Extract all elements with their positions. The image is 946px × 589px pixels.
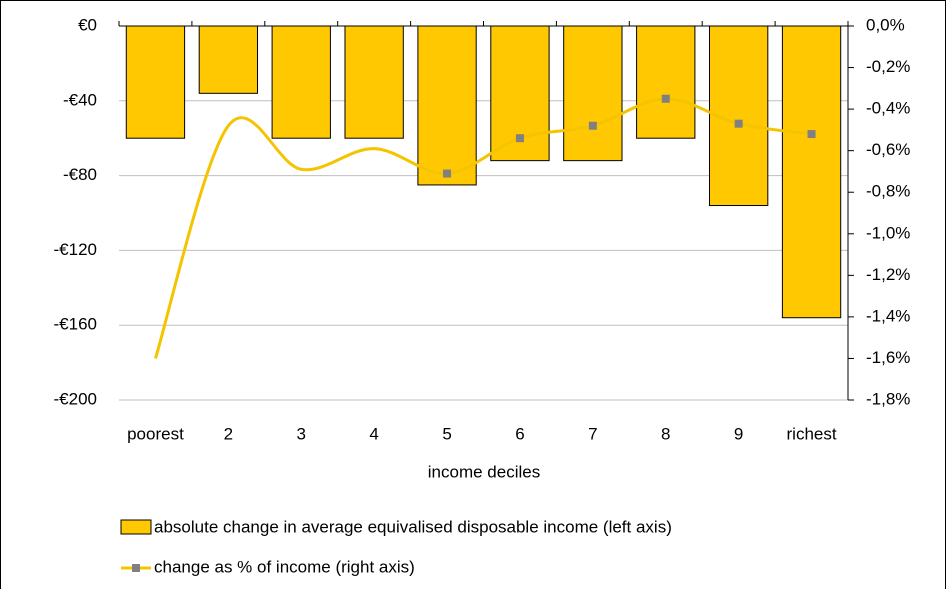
x-tick-label: poorest — [127, 424, 184, 443]
bar — [636, 25, 696, 139]
y2-tick-label: 0,0% — [866, 15, 905, 34]
y2-tick-label: -1,2% — [866, 265, 910, 284]
marker — [588, 121, 597, 130]
x-tick-label: 8 — [661, 424, 670, 443]
x-tick-label: 3 — [297, 424, 306, 443]
bar — [125, 25, 186, 139]
y2-tick-label: -0,8% — [866, 182, 910, 201]
bar — [271, 25, 331, 139]
bar — [417, 25, 477, 186]
y-tick-label: -€40 — [63, 90, 97, 109]
y-tick-label: -€200 — [54, 389, 97, 408]
y2-tick-label: -0,2% — [866, 57, 910, 76]
x-tick-label: 7 — [588, 424, 597, 443]
x-tick-label: 2 — [224, 424, 233, 443]
y2-tick-label: -0,6% — [866, 140, 910, 159]
y-tick-label: -€80 — [63, 165, 97, 184]
legend-label: absolute change in average equivalised d… — [154, 517, 672, 536]
y-tick-label: €0 — [78, 15, 97, 34]
y-tick-label: -€120 — [54, 240, 97, 259]
bar — [344, 25, 404, 139]
y-tick-label: -€160 — [54, 315, 97, 334]
y2-tick-label: -1,6% — [866, 348, 910, 367]
legend-label: change as % of income (right axis) — [154, 557, 415, 576]
bar — [781, 25, 842, 319]
bar — [198, 25, 259, 94]
marker — [807, 130, 816, 139]
x-tick-label: 6 — [515, 424, 524, 443]
y2-tick-label: -1,4% — [866, 306, 910, 325]
marker — [734, 119, 743, 128]
x-tick-label: richest — [787, 424, 837, 443]
y2-tick-label: -1,8% — [866, 389, 910, 408]
legend-swatch — [120, 519, 152, 535]
marker — [661, 94, 670, 103]
x-tick-label: 5 — [442, 424, 451, 443]
y2-tick-label: -1,0% — [866, 223, 910, 242]
y2-tick-label: -0,4% — [866, 99, 910, 118]
marker — [443, 169, 452, 178]
bar — [563, 25, 623, 162]
x-axis-label: income deciles — [428, 462, 540, 481]
x-tick-label: 4 — [369, 424, 378, 443]
legend-swatch — [132, 564, 140, 572]
marker — [515, 134, 524, 143]
x-tick-label: 9 — [734, 424, 743, 443]
